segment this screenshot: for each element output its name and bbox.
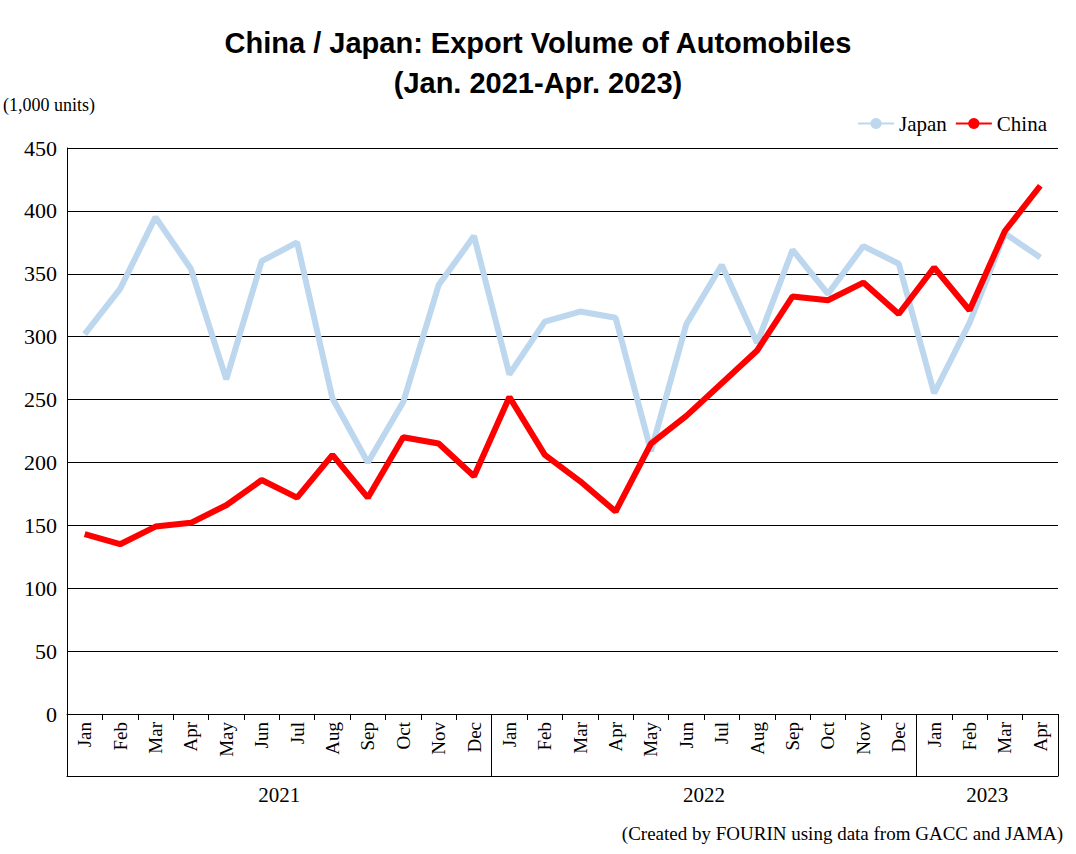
svg-text:2021: 2021: [258, 783, 300, 807]
svg-text:400: 400: [24, 198, 57, 223]
svg-text:250: 250: [24, 387, 57, 412]
svg-text:Aug: Aug: [322, 722, 343, 755]
svg-text:Japan: Japan: [899, 112, 947, 136]
svg-text:(Created by FOURIN using data: (Created by FOURIN using data from GACC …: [622, 823, 1063, 845]
svg-text:300: 300: [24, 324, 57, 349]
svg-text:Jul: Jul: [711, 722, 732, 744]
svg-text:Aug: Aug: [747, 722, 768, 755]
svg-text:Feb: Feb: [534, 722, 555, 751]
svg-text:Mar: Mar: [570, 721, 591, 753]
svg-text:Nov: Nov: [428, 722, 449, 755]
svg-text:China / Japan: Export Volume o: China / Japan: Export Volume of Automobi…: [225, 27, 852, 59]
svg-text:100: 100: [24, 576, 57, 601]
svg-text:Jan: Jan: [499, 722, 520, 748]
svg-text:(Jan. 2021-Apr. 2023): (Jan. 2021-Apr. 2023): [394, 67, 683, 99]
svg-text:Jun: Jun: [251, 722, 272, 749]
svg-text:Mar: Mar: [145, 721, 166, 753]
svg-text:May: May: [640, 722, 661, 757]
svg-text:Dec: Dec: [464, 722, 485, 753]
svg-text:Jan: Jan: [74, 722, 95, 748]
svg-text:Jul: Jul: [287, 722, 308, 744]
svg-text:May: May: [216, 722, 237, 757]
svg-text:Jan: Jan: [924, 722, 945, 748]
svg-text:Oct: Oct: [817, 721, 838, 749]
svg-text:350: 350: [24, 261, 57, 286]
svg-text:Oct: Oct: [393, 721, 414, 749]
svg-text:150: 150: [24, 513, 57, 538]
svg-text:Feb: Feb: [110, 722, 131, 751]
svg-text:200: 200: [24, 450, 57, 475]
svg-text:50: 50: [35, 639, 57, 664]
svg-text:0: 0: [46, 702, 57, 727]
svg-text:Apr: Apr: [180, 721, 201, 751]
svg-text:Apr: Apr: [1030, 721, 1051, 751]
svg-text:450: 450: [24, 136, 57, 161]
svg-text:Feb: Feb: [959, 722, 980, 751]
svg-text:Apr: Apr: [605, 721, 626, 751]
svg-text:Mar: Mar: [994, 721, 1015, 753]
svg-text:2023: 2023: [966, 783, 1008, 807]
svg-text:China: China: [997, 112, 1048, 136]
svg-text:Sep: Sep: [782, 722, 803, 751]
svg-text:Jun: Jun: [676, 722, 697, 749]
svg-text:Nov: Nov: [853, 722, 874, 755]
svg-text:(1,000 units): (1,000 units): [3, 95, 95, 116]
svg-text:Sep: Sep: [357, 722, 378, 751]
svg-text:Dec: Dec: [888, 722, 909, 753]
svg-text:2022: 2022: [683, 783, 725, 807]
